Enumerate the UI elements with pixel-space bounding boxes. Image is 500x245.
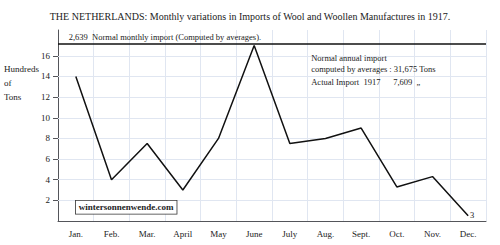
svg-text:computed by averages : 31,675: computed by averages : 31,675 Tons	[311, 64, 435, 74]
svg-text:4: 4	[46, 175, 51, 185]
svg-text:8: 8	[46, 133, 51, 143]
svg-text:3: 3	[470, 210, 474, 220]
svg-text:Tons: Tons	[4, 92, 22, 102]
svg-text:Jan.: Jan.	[69, 229, 83, 239]
svg-text:2: 2	[46, 195, 51, 205]
svg-text:Dec.: Dec.	[460, 229, 477, 239]
svg-text:THE NETHERLANDS: Monthly varia: THE NETHERLANDS: Monthly variations in I…	[50, 11, 450, 22]
svg-text:April: April	[173, 229, 192, 239]
svg-text:Hundreds: Hundreds	[4, 64, 39, 74]
svg-text:Oct.: Oct.	[389, 229, 404, 239]
svg-text:Normal annual import: Normal annual import	[311, 53, 387, 63]
svg-text:Nov.: Nov.	[424, 229, 441, 239]
svg-text:Actual Import 1917 7,609: Actual Import 1917 7,609 „	[311, 77, 420, 87]
svg-text:14: 14	[41, 71, 51, 81]
svg-text:of: of	[4, 78, 12, 88]
svg-text:Aug.: Aug.	[317, 229, 335, 239]
svg-text:6: 6	[46, 154, 51, 164]
svg-text:Feb.: Feb.	[104, 229, 120, 239]
svg-text:Mar.: Mar.	[139, 229, 156, 239]
svg-text:10: 10	[41, 113, 51, 123]
svg-text:July: July	[282, 229, 298, 239]
svg-text:Sept.: Sept.	[352, 229, 370, 239]
svg-text:June: June	[246, 229, 263, 239]
svg-text:12: 12	[41, 92, 50, 102]
svg-text:May: May	[210, 229, 227, 239]
svg-text:2,639 Normal monthly import (: 2,639 Normal monthly import (Computed by…	[69, 32, 261, 42]
svg-text:wintersonnenwende.com: wintersonnenwende.com	[79, 202, 174, 212]
svg-text:16: 16	[41, 51, 51, 61]
